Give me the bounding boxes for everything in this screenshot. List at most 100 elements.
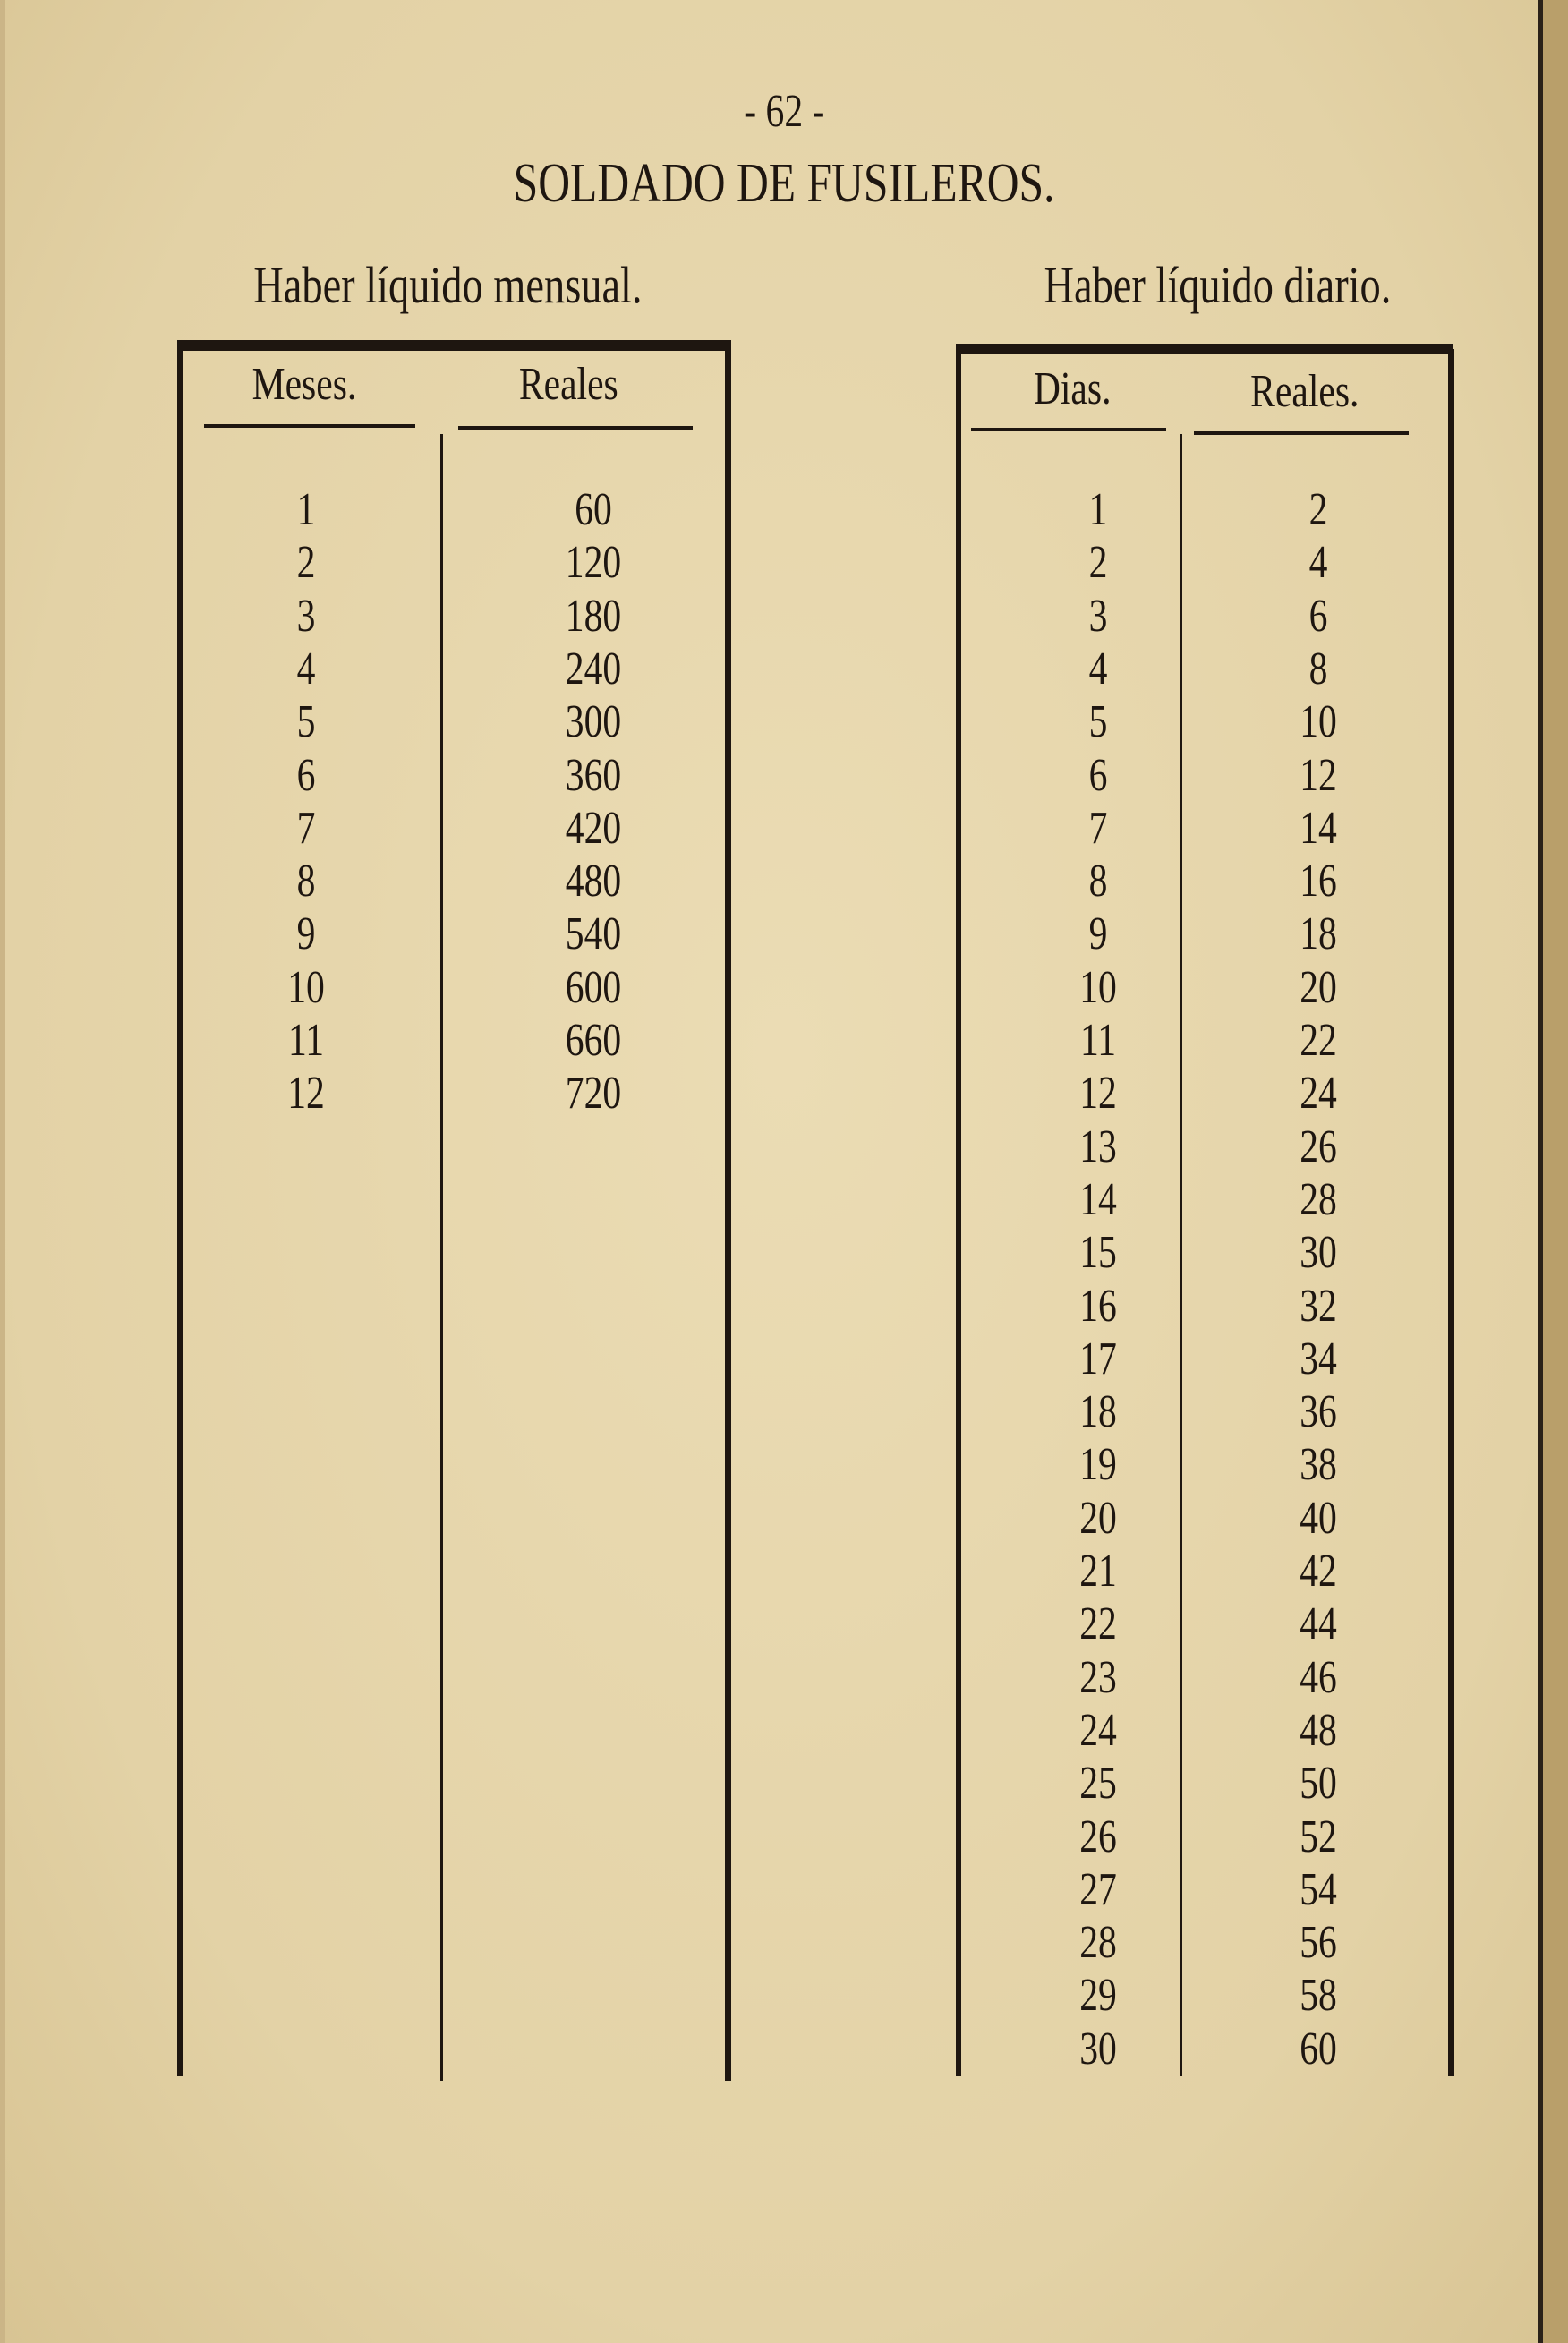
daily-row-25-index: 25 (1009, 1757, 1188, 1810)
table-cell: 4 (1308, 537, 1328, 589)
table-cell: 10 (1300, 696, 1337, 748)
daily-row-5-index: 5 (1009, 695, 1188, 748)
table-cell: 29 (1079, 1970, 1117, 2022)
monthly-header-months: Meses. (215, 358, 394, 411)
table-cell: 14 (1300, 802, 1337, 854)
daily-header-days-text: Dias. (1033, 363, 1112, 414)
daily-row-23-reales: 46 (1229, 1651, 1408, 1704)
table-cell: 25 (1079, 1758, 1117, 1810)
table-cell: 360 (565, 749, 622, 801)
table-cell: 20 (1079, 1492, 1117, 1544)
daily-row-4-reales: 8 (1229, 643, 1408, 695)
table-cell: 34 (1300, 1333, 1337, 1384)
monthly-row-3-reales: 180 (504, 590, 683, 643)
page-number: - 62 - (0, 85, 1568, 138)
table-cell: 4 (296, 643, 316, 694)
table-cell: 8 (1088, 856, 1108, 907)
table-cell: 28 (1300, 1173, 1337, 1225)
table-cell: 7 (1088, 802, 1108, 854)
page-edge-left (0, 0, 5, 2343)
monthly-row-5-index: 5 (217, 695, 396, 748)
table-cell: 6 (296, 749, 316, 801)
monthly-left-border (177, 340, 183, 2076)
table-cell: 12 (287, 1068, 325, 1120)
table-cell: 30 (1300, 1227, 1337, 1279)
monthly-row-12-index: 12 (217, 1067, 396, 1120)
daily-column-divider (1180, 434, 1182, 2076)
daily-row-16-index: 16 (1009, 1280, 1188, 1333)
page-edge-right (1543, 0, 1568, 2343)
table-cell: 2 (296, 537, 316, 589)
table-cell: 14 (1079, 1173, 1117, 1225)
daily-header-underline-1 (971, 428, 1166, 431)
table-cell: 26 (1079, 1810, 1117, 1862)
daily-heading: Haber líquido diario. (949, 255, 1486, 315)
daily-row-30-index: 30 (1009, 2023, 1188, 2075)
daily-row-25-reales: 50 (1229, 1757, 1408, 1810)
daily-row-24-index: 24 (1009, 1704, 1188, 1757)
table-cell: 17 (1079, 1333, 1117, 1384)
daily-left-border (956, 344, 961, 2076)
table-cell: 600 (565, 961, 622, 1013)
monthly-row-6-index: 6 (217, 749, 396, 802)
table-cell: 2 (1308, 484, 1328, 535)
monthly-header-underline-1 (204, 424, 415, 428)
table-cell: 540 (565, 908, 622, 960)
daily-row-17-reales: 34 (1229, 1333, 1408, 1385)
table-cell: 420 (565, 802, 622, 854)
daily-row-15-index: 15 (1009, 1226, 1188, 1279)
table-cell: 11 (287, 1015, 325, 1066)
monthly-row-11-reales: 660 (504, 1014, 683, 1067)
monthly-row-8-reales: 480 (504, 855, 683, 907)
table-cell: 24 (1079, 1704, 1117, 1756)
table-cell: 24 (1300, 1068, 1337, 1120)
daily-row-19-index: 19 (1009, 1438, 1188, 1491)
table-cell: 50 (1300, 1758, 1337, 1810)
daily-row-10-reales: 20 (1229, 961, 1408, 1014)
table-cell: 48 (1300, 1704, 1337, 1756)
table-cell: 7 (296, 802, 316, 854)
daily-row-6-reales: 12 (1229, 749, 1408, 802)
monthly-top-rule (177, 340, 725, 351)
daily-row-2-index: 2 (1009, 536, 1188, 589)
daily-row-21-reales: 42 (1229, 1545, 1408, 1598)
table-cell: 21 (1079, 1546, 1117, 1597)
daily-top-rule (956, 344, 1453, 354)
table-cell: 6 (1088, 749, 1108, 801)
table-cell: 3 (1088, 590, 1108, 642)
monthly-row-7-reales: 420 (504, 802, 683, 855)
table-cell: 36 (1300, 1386, 1337, 1438)
monthly-row-7-index: 7 (217, 802, 396, 855)
monthly-heading: Haber líquido mensual. (134, 255, 761, 315)
daily-row-12-reales: 24 (1229, 1067, 1408, 1120)
table-cell: 2 (1088, 537, 1108, 589)
table-cell: 8 (1308, 643, 1328, 694)
table-cell: 480 (565, 856, 622, 907)
table-cell: 10 (1079, 961, 1117, 1013)
daily-row-19-reales: 38 (1229, 1438, 1408, 1491)
monthly-row-10-reales: 600 (504, 961, 683, 1014)
table-cell: 5 (1088, 696, 1108, 748)
monthly-row-9-index: 9 (217, 907, 396, 960)
table-cell: 16 (1079, 1280, 1117, 1332)
daily-row-7-index: 7 (1009, 802, 1188, 855)
daily-row-9-reales: 18 (1229, 907, 1408, 960)
table-cell: 16 (1300, 856, 1337, 907)
daily-row-23-index: 23 (1009, 1651, 1188, 1704)
table-cell: 5 (296, 696, 316, 748)
monthly-row-10-index: 10 (217, 961, 396, 1014)
table-cell: 46 (1300, 1651, 1337, 1703)
table-cell: 18 (1300, 908, 1337, 960)
monthly-right-border (725, 340, 731, 2081)
daily-row-26-index: 26 (1009, 1810, 1188, 1863)
daily-row-1-reales: 2 (1229, 483, 1408, 536)
table-cell: 15 (1079, 1227, 1117, 1279)
daily-row-13-reales: 26 (1229, 1120, 1408, 1173)
table-cell: 22 (1300, 1015, 1337, 1066)
daily-row-20-reales: 40 (1229, 1492, 1408, 1545)
binding-line (1538, 0, 1543, 2343)
monthly-header-reales: Reales (479, 358, 658, 411)
daily-row-18-index: 18 (1009, 1385, 1188, 1438)
table-cell: 54 (1300, 1863, 1337, 1915)
